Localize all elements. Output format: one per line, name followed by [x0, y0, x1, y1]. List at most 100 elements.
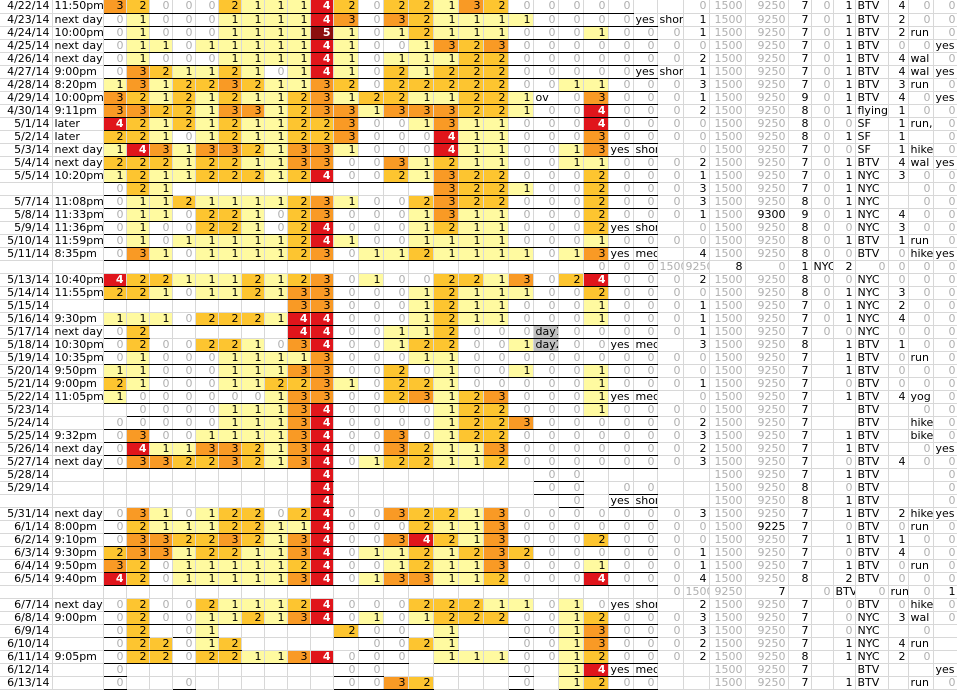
data-cell[interactable]: 0	[508, 650, 534, 664]
data-cell[interactable]: 0	[657, 624, 684, 638]
data-cell[interactable]	[657, 676, 684, 690]
data-cell[interactable]: 0	[833, 481, 856, 495]
data-cell[interactable]: 7	[745, 585, 789, 599]
data-cell[interactable]: 9250	[745, 299, 789, 313]
data-cell[interactable]: 0	[657, 286, 684, 300]
data-cell[interactable]: 8	[709, 260, 746, 274]
data-cell[interactable]: 4	[310, 481, 334, 495]
data-cell[interactable]: 0	[149, 52, 173, 66]
data-cell[interactable]: 1	[241, 208, 265, 222]
data-cell[interactable]: 1	[683, 559, 710, 573]
data-cell[interactable]: 1	[103, 390, 127, 404]
data-cell[interactable]: 3	[383, 429, 409, 443]
data-cell[interactable]: 2	[126, 0, 150, 14]
data-cell[interactable]: 1	[358, 104, 384, 118]
data-cell[interactable]: SF	[855, 143, 889, 157]
data-cell[interactable]: 2	[683, 416, 710, 430]
data-cell[interactable]: NYC	[811, 260, 834, 274]
data-cell[interactable]: 1	[383, 247, 409, 261]
data-cell[interactable]: 2	[458, 403, 484, 417]
data-cell[interactable]: 8	[788, 481, 812, 495]
data-cell[interactable]	[833, 416, 856, 430]
data-cell[interactable]: 0	[583, 598, 609, 612]
data-cell[interactable]: 9250	[745, 156, 789, 170]
data-cell[interactable]: 1500	[709, 91, 746, 105]
data-cell[interactable]: 1	[149, 507, 173, 521]
data-cell[interactable]: 0	[908, 299, 934, 313]
data-cell[interactable]: 2	[172, 455, 196, 469]
data-cell[interactable]: 0	[888, 325, 909, 339]
data-cell[interactable]: 0	[608, 442, 634, 456]
data-cell[interactable]	[149, 299, 173, 313]
data-cell[interactable]: 0	[149, 429, 173, 443]
data-cell[interactable]: 0	[558, 117, 584, 131]
data-cell[interactable]: 8	[788, 130, 812, 144]
data-cell[interactable]: 8	[788, 338, 812, 352]
date-cell[interactable]: 5/2/14	[0, 130, 53, 144]
data-cell[interactable]: 3	[287, 338, 311, 352]
data-cell[interactable]: 4	[310, 234, 334, 248]
data-cell[interactable]: 1500	[709, 351, 746, 365]
data-cell[interactable]: 1	[683, 546, 710, 560]
data-cell[interactable]: 4	[310, 546, 334, 560]
data-cell[interactable]: 3	[103, 0, 127, 14]
data-cell[interactable]	[657, 494, 684, 508]
data-cell[interactable]: 3	[310, 156, 334, 170]
data-cell[interactable]: 0	[508, 78, 534, 92]
data-cell[interactable]: 0	[608, 91, 634, 105]
data-cell[interactable]: 0	[888, 520, 909, 534]
data-cell[interactable]: 2	[126, 182, 150, 196]
data-cell[interactable]: 0	[657, 403, 684, 417]
data-cell[interactable]: 1	[483, 598, 509, 612]
data-cell[interactable]: 1500	[709, 312, 746, 326]
data-cell[interactable]: 1	[833, 104, 856, 118]
data-cell[interactable]: wal	[908, 52, 934, 66]
data-cell[interactable]: 2	[583, 182, 609, 196]
data-cell[interactable]: 2	[433, 299, 459, 313]
data-cell[interactable]: 0	[583, 0, 609, 14]
data-cell[interactable]: 0	[218, 390, 242, 404]
data-cell[interactable]: 1	[264, 559, 288, 573]
data-cell[interactable]: 0	[811, 312, 834, 326]
data-cell[interactable]	[811, 403, 834, 417]
data-cell[interactable]: 1	[583, 364, 609, 378]
date-cell[interactable]: 5/13/14	[0, 273, 53, 287]
date-cell[interactable]: 6/3/14	[0, 546, 53, 560]
data-cell[interactable]: 1	[103, 143, 127, 157]
data-cell[interactable]	[533, 663, 559, 677]
data-cell[interactable]: 0	[657, 572, 684, 586]
data-cell[interactable]	[358, 182, 384, 196]
data-cell[interactable]: 0	[358, 156, 384, 170]
data-cell[interactable]	[811, 520, 834, 534]
data-cell[interactable]: 2	[483, 65, 509, 79]
data-cell[interactable]: 1	[458, 520, 484, 534]
data-cell[interactable]: 3	[383, 572, 409, 586]
data-cell[interactable]	[811, 598, 834, 612]
data-cell[interactable]: 3	[287, 286, 311, 300]
date-cell[interactable]: 4/25/14	[0, 39, 53, 53]
data-cell[interactable]: 0	[458, 377, 484, 391]
data-cell[interactable]: 0	[103, 520, 127, 534]
data-cell[interactable]: 3	[888, 221, 909, 235]
data-cell[interactable]: 1	[264, 39, 288, 53]
data-cell[interactable]	[433, 676, 459, 690]
data-cell[interactable]: 0	[383, 403, 409, 417]
data-cell[interactable]: run	[908, 26, 934, 40]
data-cell[interactable]: 9250	[745, 130, 789, 144]
data-cell[interactable]: shor	[633, 143, 658, 157]
data-cell[interactable]: 0	[811, 104, 834, 118]
data-cell[interactable]	[888, 481, 909, 495]
data-cell[interactable]: 3	[310, 299, 334, 313]
data-cell[interactable]: 7	[788, 13, 812, 27]
data-cell[interactable]: BTV	[855, 377, 889, 391]
data-cell[interactable]: 1	[241, 598, 265, 612]
data-cell[interactable]	[408, 624, 434, 638]
data-cell[interactable]: 0	[333, 208, 359, 222]
data-cell[interactable]: 2	[383, 91, 409, 105]
data-cell[interactable]: 9250	[745, 78, 789, 92]
data-cell[interactable]	[811, 429, 834, 443]
data-cell[interactable]: 2	[408, 559, 434, 573]
data-cell[interactable]: 0	[483, 325, 509, 339]
date-cell[interactable]: 5/19/14	[0, 351, 53, 365]
data-cell[interactable]: 1	[458, 572, 484, 586]
